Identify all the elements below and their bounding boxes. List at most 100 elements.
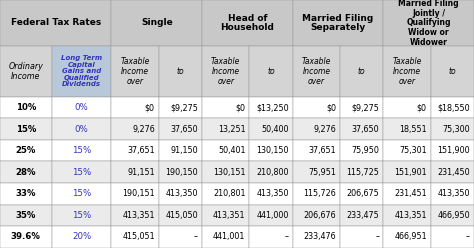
Text: Married Filing
Jointly /
Qualifying
Widow or
Widower: Married Filing Jointly / Qualifying Wido…	[398, 0, 459, 47]
Bar	[340, 46, 383, 97]
Bar	[340, 97, 383, 118]
Bar	[293, 118, 340, 140]
Bar	[431, 97, 474, 118]
Bar	[293, 226, 340, 248]
Bar	[383, 97, 431, 118]
Bar	[249, 183, 293, 205]
Text: 91,151: 91,151	[127, 168, 155, 177]
Bar	[431, 118, 474, 140]
Text: 37,650: 37,650	[352, 124, 379, 134]
Bar	[111, 97, 159, 118]
Text: –: –	[466, 232, 470, 242]
Text: 413,351: 413,351	[122, 211, 155, 220]
Text: –: –	[375, 232, 379, 242]
Text: 130,151: 130,151	[213, 168, 246, 177]
Bar	[383, 226, 431, 248]
Text: $9,275: $9,275	[352, 103, 379, 112]
Bar	[293, 161, 340, 183]
Bar	[111, 205, 159, 226]
Text: 75,950: 75,950	[352, 146, 379, 155]
Bar	[0, 118, 52, 140]
Bar	[431, 46, 474, 97]
Text: 233,475: 233,475	[346, 211, 379, 220]
Bar	[202, 226, 249, 248]
Bar	[0, 97, 52, 118]
Text: 33%: 33%	[16, 189, 36, 198]
Bar	[0, 226, 52, 248]
Text: to: to	[177, 67, 184, 76]
Text: 206,675: 206,675	[346, 189, 379, 198]
Text: $0: $0	[145, 103, 155, 112]
Bar	[0, 161, 52, 183]
Bar	[159, 140, 202, 161]
Text: 75,301: 75,301	[399, 146, 427, 155]
Text: 210,801: 210,801	[213, 189, 246, 198]
Text: 50,401: 50,401	[218, 146, 246, 155]
Bar	[202, 0, 293, 46]
Bar	[293, 46, 340, 97]
Bar	[340, 183, 383, 205]
Bar	[159, 161, 202, 183]
Bar	[111, 0, 202, 46]
Bar	[202, 140, 249, 161]
Text: $13,250: $13,250	[256, 103, 289, 112]
Text: –: –	[285, 232, 289, 242]
Text: Head of
Household: Head of Household	[220, 14, 274, 32]
Bar	[111, 140, 159, 161]
Text: 413,350: 413,350	[165, 189, 198, 198]
Bar	[249, 140, 293, 161]
Text: Taxable
Income
over: Taxable Income over	[302, 57, 331, 86]
Bar	[52, 161, 111, 183]
Text: 413,351: 413,351	[213, 211, 246, 220]
Text: 415,051: 415,051	[122, 232, 155, 242]
Text: 20%: 20%	[72, 232, 91, 242]
Bar	[383, 0, 474, 46]
Bar	[340, 118, 383, 140]
Text: $18,550: $18,550	[438, 103, 470, 112]
Bar	[249, 161, 293, 183]
Text: 15%: 15%	[16, 124, 36, 134]
Bar	[159, 205, 202, 226]
Bar	[52, 97, 111, 118]
Text: 231,450: 231,450	[438, 168, 470, 177]
Bar	[202, 97, 249, 118]
Bar	[111, 183, 159, 205]
Text: Married Filing
Separately: Married Filing Separately	[302, 14, 374, 32]
Text: 413,351: 413,351	[394, 211, 427, 220]
Bar	[0, 46, 52, 97]
Bar	[202, 161, 249, 183]
Bar	[293, 205, 340, 226]
Bar	[202, 183, 249, 205]
Text: 18,551: 18,551	[399, 124, 427, 134]
Text: 9,276: 9,276	[132, 124, 155, 134]
Text: 75,951: 75,951	[308, 168, 336, 177]
Text: 28%: 28%	[16, 168, 36, 177]
Text: 37,650: 37,650	[171, 124, 198, 134]
Text: 39.6%: 39.6%	[11, 232, 41, 242]
Bar	[249, 46, 293, 97]
Text: $0: $0	[417, 103, 427, 112]
Text: 91,150: 91,150	[171, 146, 198, 155]
Bar	[159, 226, 202, 248]
Text: 37,651: 37,651	[127, 146, 155, 155]
Bar	[202, 118, 249, 140]
Bar	[293, 0, 383, 46]
Text: 231,451: 231,451	[394, 189, 427, 198]
Bar	[431, 183, 474, 205]
Text: 15%: 15%	[72, 146, 91, 155]
Bar	[249, 205, 293, 226]
Bar	[111, 46, 159, 97]
Text: $0: $0	[326, 103, 336, 112]
Text: 441,000: 441,000	[256, 211, 289, 220]
Text: 151,901: 151,901	[394, 168, 427, 177]
Text: 413,350: 413,350	[256, 189, 289, 198]
Bar	[383, 183, 431, 205]
Text: –: –	[194, 232, 198, 242]
Bar	[52, 140, 111, 161]
Text: 50,400: 50,400	[261, 124, 289, 134]
Text: 15%: 15%	[72, 189, 91, 198]
Text: 9,276: 9,276	[313, 124, 336, 134]
Bar	[293, 140, 340, 161]
Bar	[293, 183, 340, 205]
Bar	[159, 97, 202, 118]
